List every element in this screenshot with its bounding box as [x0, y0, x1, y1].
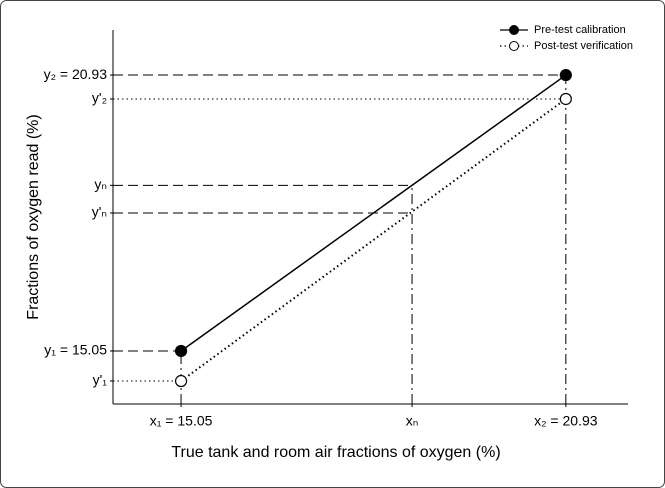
- x-tick-label: x₁ = 15.05: [150, 413, 213, 429]
- x-axis-label: True tank and room air fractions of oxyg…: [171, 444, 500, 461]
- y-tick-label: y'₂: [92, 90, 107, 106]
- y-tick-label: y'ₙ: [92, 204, 107, 220]
- marker: [559, 92, 572, 106]
- legend-marker: [509, 41, 519, 51]
- y-tick-label: yₙ: [94, 176, 107, 192]
- y-tick-label: y₂ = 20.93: [44, 66, 108, 82]
- legend-label: Post-test verification: [534, 40, 633, 52]
- marker: [174, 344, 188, 358]
- x-tick-label: xₙ: [406, 413, 419, 429]
- legend-marker: [509, 25, 519, 35]
- x-tick-label: x₂ = 20.93: [534, 413, 598, 429]
- y-axis-label: Fractions of oxygen read (%): [25, 114, 42, 319]
- y-tick-label: y'₁: [93, 372, 108, 388]
- y-tick-label: y₁ = 15.05: [44, 342, 107, 358]
- marker: [174, 374, 188, 388]
- legend-label: Pre-test calibration: [534, 24, 626, 36]
- series-line: [180, 74, 567, 352]
- series-line: [180, 98, 567, 382]
- marker: [559, 68, 572, 82]
